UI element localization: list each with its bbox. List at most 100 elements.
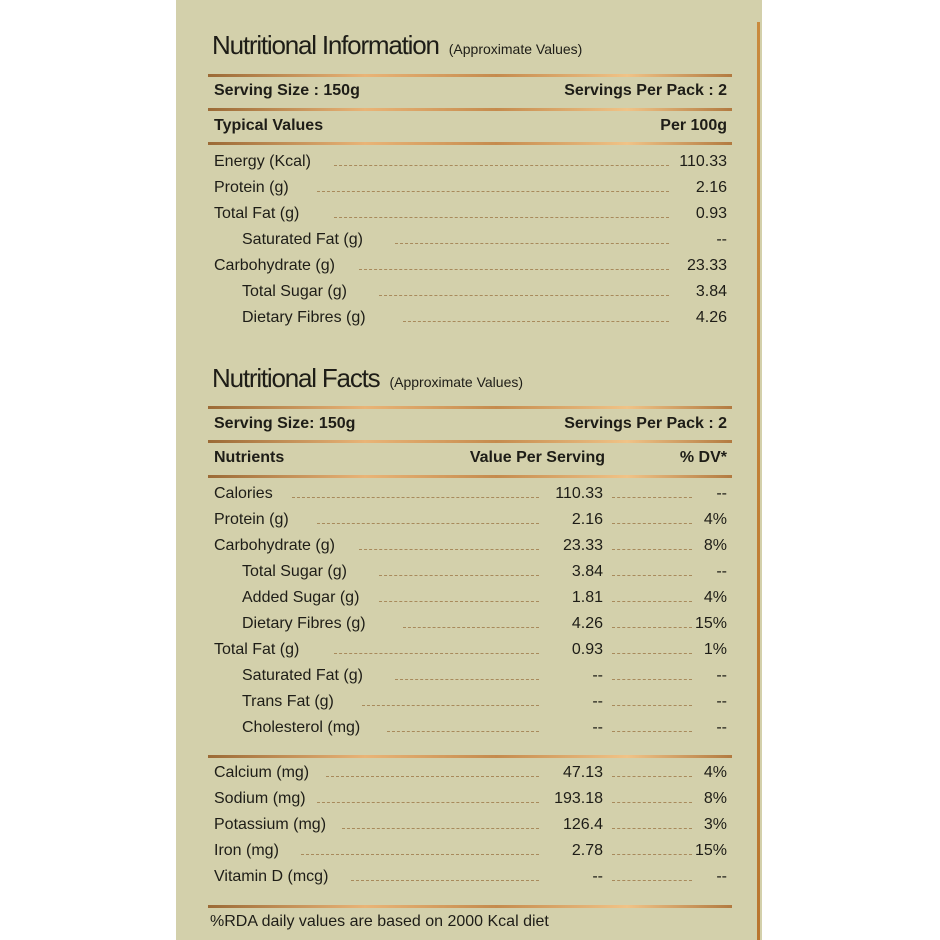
nutrient-dv: -- — [716, 693, 727, 710]
nutrient-row: Cholesterol (mg) -- -- — [214, 717, 727, 739]
leader-dots — [333, 217, 669, 218]
nutrient-value: 2.78 — [571, 842, 603, 859]
nutrient-value: 3.84 — [571, 563, 603, 580]
divider — [208, 440, 732, 443]
nutrient-label: Calcium (mg) — [214, 764, 310, 781]
nutrient-label: Calories — [214, 485, 273, 502]
info-title: Nutritional Information (Approximate Valu… — [212, 30, 582, 61]
nutrient-row: Total Fat (g) 0.93 1% — [214, 639, 727, 661]
leader-dots — [612, 523, 692, 524]
nutrient-value: 1.81 — [571, 589, 603, 606]
col-per-100g: Per 100g — [660, 117, 727, 134]
nutrient-dv: -- — [716, 667, 727, 684]
servings-per-pack: Servings Per Pack : 2 — [564, 82, 727, 99]
nutrient-dv: 4% — [703, 589, 727, 606]
servings-per-pack: Servings Per Pack : 2 — [564, 415, 727, 432]
nutrient-label: Total Fat (g) — [214, 641, 300, 658]
nutrient-label: Energy (Kcal) — [214, 153, 311, 170]
nutrient-dv: -- — [716, 563, 727, 580]
nutrient-row: Iron (mg) 2.78 15% — [214, 840, 727, 862]
nutrient-dv: 8% — [703, 790, 727, 807]
facts-title-text: Nutritional Facts — [212, 363, 381, 393]
nutrient-row: Total Sugar (g) 3.84 — [214, 281, 727, 303]
leader-dots — [358, 269, 669, 270]
leader-dots — [403, 321, 669, 322]
nutrient-row: Total Fat (g) 0.93 — [214, 203, 727, 225]
leader-dots — [612, 679, 692, 680]
nutrient-dv: 15% — [694, 842, 727, 859]
nutrient-value: 3.84 — [695, 283, 727, 300]
leader-dots — [386, 731, 539, 732]
leader-dots — [395, 243, 669, 244]
leader-dots — [395, 679, 539, 680]
nutrient-label: Iron (mg) — [214, 842, 279, 859]
leader-dots — [612, 880, 692, 881]
leader-dots — [317, 191, 669, 192]
col-dv: % DV* — [679, 449, 727, 466]
divider — [208, 406, 732, 409]
nutrient-value: -- — [592, 719, 603, 736]
nutrient-dv: 8% — [703, 537, 727, 554]
divider — [208, 905, 732, 908]
nutrient-label: Vitamin D (mcg) — [214, 868, 329, 885]
nutrient-dv: -- — [716, 868, 727, 885]
leader-dots — [333, 653, 539, 654]
leader-dots — [300, 854, 539, 855]
info-header-row: Typical Values Per 100g — [214, 115, 727, 137]
nutrient-value: 0.93 — [571, 641, 603, 658]
nutrient-label: Total Sugar (g) — [242, 563, 347, 580]
leader-dots — [333, 165, 669, 166]
leader-dots — [325, 776, 539, 777]
nutrient-label: Potassium (mg) — [214, 816, 327, 833]
nutrient-row: Carbohydrate (g) 23.33 — [214, 255, 727, 277]
leader-dots — [403, 627, 539, 628]
nutrient-label: Carbohydrate (g) — [214, 537, 335, 554]
nutrient-row: Trans Fat (g) -- -- — [214, 691, 727, 713]
nutrient-value: 47.13 — [562, 764, 603, 781]
nutrient-label: Dietary Fibres (g) — [242, 309, 366, 326]
facts-header-row: Nutrients Value Per Serving % DV* — [214, 447, 727, 469]
nutrient-value: -- — [592, 667, 603, 684]
serving-size: Serving Size: 150g — [214, 415, 356, 432]
nutrient-label: Saturated Fat (g) — [242, 667, 363, 684]
footnote: %RDA daily values are based on 2000 Kcal… — [210, 913, 549, 930]
nutrient-label: Dietary Fibres (g) — [242, 615, 366, 632]
nutrient-value: 2.16 — [695, 179, 727, 196]
leader-dots — [378, 601, 539, 602]
nutrient-label: Protein (g) — [214, 511, 289, 528]
nutrient-label: Saturated Fat (g) — [242, 231, 363, 248]
nutrient-row: Added Sugar (g) 1.81 4% — [214, 587, 727, 609]
nutrient-label: Cholesterol (mg) — [242, 719, 361, 736]
leader-dots — [378, 575, 539, 576]
nutrient-row: Saturated Fat (g) -- — [214, 229, 727, 251]
nutrient-dv: 4% — [703, 511, 727, 528]
col-value-per-serving: Value Per Serving — [469, 449, 605, 466]
leader-dots — [612, 828, 692, 829]
nutrient-value: 4.26 — [571, 615, 603, 632]
nutrient-dv: -- — [716, 485, 727, 502]
divider — [208, 74, 732, 77]
info-serving-row: Serving Size : 150g Servings Per Pack : … — [214, 80, 727, 102]
nutrient-value: 0.93 — [695, 205, 727, 222]
info-title-text: Nutritional Information — [212, 30, 440, 60]
divider — [208, 142, 732, 145]
nutrient-row: Calories 110.33 -- — [214, 483, 727, 505]
leader-dots — [612, 731, 692, 732]
nutrient-value: -- — [716, 231, 727, 248]
leader-dots — [612, 601, 692, 602]
nutrient-label: Total Sugar (g) — [242, 283, 347, 300]
leader-dots — [378, 295, 669, 296]
divider — [208, 108, 732, 111]
divider — [208, 475, 732, 478]
nutrient-row: Energy (Kcal) 110.33 — [214, 151, 727, 173]
leader-dots — [350, 880, 539, 881]
nutrient-row: Carbohydrate (g) 23.33 8% — [214, 535, 727, 557]
nutrient-dv: 1% — [703, 641, 727, 658]
nutrient-dv: 3% — [703, 816, 727, 833]
leader-dots — [612, 497, 692, 498]
nutrient-value: 4.26 — [695, 309, 727, 326]
leader-dots — [317, 523, 539, 524]
leader-dots — [317, 802, 539, 803]
nutrient-dv: -- — [716, 719, 727, 736]
col-typical-values: Typical Values — [214, 117, 324, 134]
